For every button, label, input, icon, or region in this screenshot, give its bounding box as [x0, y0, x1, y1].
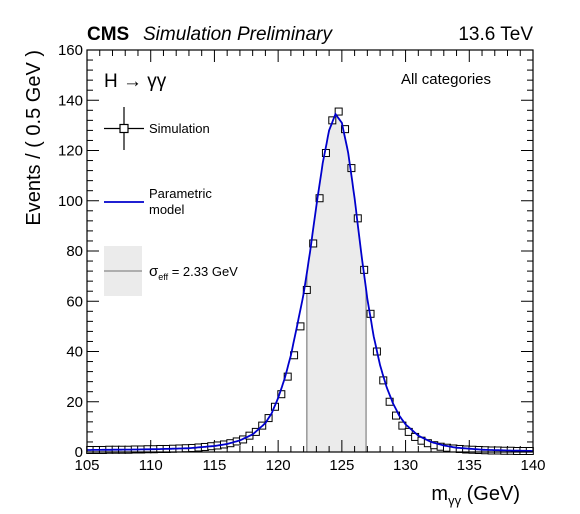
x-tick-label: 105	[74, 457, 99, 474]
y-tick-label: 0	[75, 444, 83, 461]
y-tick-label: 60	[66, 293, 83, 310]
y-tick-label: 140	[58, 92, 83, 109]
model-curve-layer	[87, 112, 533, 452]
legend-sigma-label: σeff = 2.33 GeV	[149, 263, 238, 282]
legend-model-label-line1: Parametric	[149, 186, 212, 201]
x-tick-label: 140	[520, 457, 545, 474]
x-tick-label: 135	[457, 457, 482, 474]
experiment-label: CMS	[87, 24, 129, 45]
legend-model-label-line2: model	[149, 202, 185, 217]
x-axis-title: mγγ (GeV)	[431, 483, 520, 508]
y-tick-label: 40	[66, 344, 83, 361]
y-tick-label: 120	[58, 143, 83, 160]
sigma-eff-band-layer	[306, 114, 367, 452]
simulation-point	[334, 107, 343, 116]
ticks-layer: 105 110 115 120 125 130 135 140 0 20 40 60 80 100 120 1…	[58, 42, 546, 474]
y-axis-title: Events / ( 0.5 GeV )	[23, 50, 45, 226]
y-tick-label: 160	[58, 42, 83, 59]
y-tick-label: 80	[66, 243, 83, 260]
sigma-eff-band	[306, 114, 367, 452]
process-label: H → γγ	[104, 71, 167, 92]
x-tick-label: 125	[329, 457, 354, 474]
x-tick-label: 120	[266, 457, 291, 474]
legend-simulation-marker	[104, 107, 144, 150]
status-label: Simulation Preliminary	[143, 24, 334, 45]
x-tick-label: 110	[139, 457, 163, 474]
y-tick-label: 20	[66, 394, 83, 411]
x-tick-label: 130	[393, 457, 418, 474]
legend-simulation-label: Simulation	[149, 121, 210, 136]
parametric-model-curve	[87, 112, 533, 452]
x-tick-label: 115	[202, 457, 226, 474]
legend: Simulation Parametric model σeff = 2.33 …	[104, 107, 238, 296]
energy-label: 13.6 TeV	[458, 24, 533, 45]
plot-frame	[86, 49, 534, 453]
category-label: All categories	[401, 71, 491, 88]
y-tick-label: 100	[58, 193, 83, 210]
